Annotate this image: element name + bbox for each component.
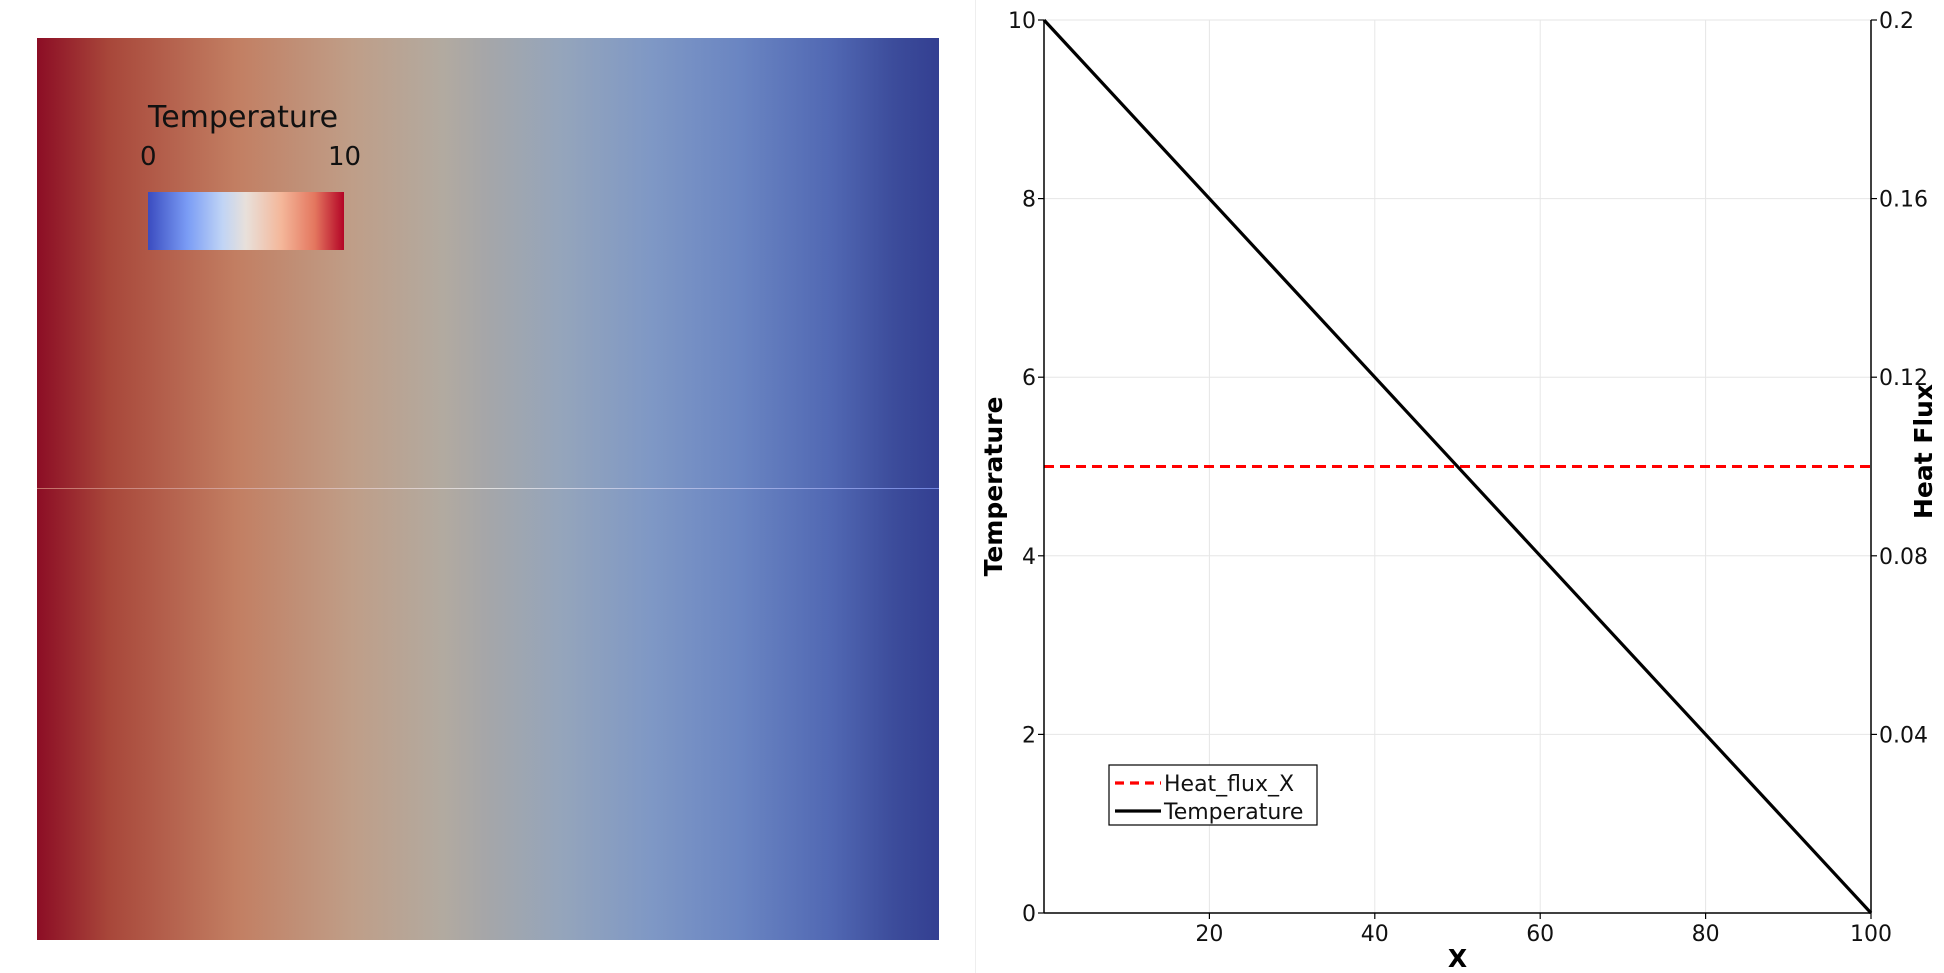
- y2-tick-label: 0.04: [1879, 723, 1928, 748]
- y2-axis-title: Heat Flux: [1909, 384, 1938, 519]
- y2-tick-label: 0.12: [1879, 366, 1928, 391]
- legend-label-temperature: Temperature: [1163, 800, 1303, 825]
- series-line-temperature: [1042, 18, 1873, 915]
- x-tick-label: 60: [1526, 922, 1554, 947]
- scalar-bar-max-label: 10: [328, 142, 362, 172]
- line-chart-view[interactable]: 20 40 60 80 100 0 2 4 6 8 10 0.04 0.08 0.12 0.16 0.2 X …: [976, 0, 1944, 973]
- temperature-field-surface[interactable]: [37, 38, 939, 940]
- x-tick-label: 40: [1361, 922, 1389, 947]
- render-view[interactable]: Temperature 0 10: [0, 0, 970, 973]
- y-tick-label: 10: [1008, 9, 1036, 34]
- x-tick-label: 20: [1195, 922, 1223, 947]
- legend-box: [1108, 764, 1318, 826]
- y-tick-label: 8: [1022, 188, 1036, 213]
- legend-label-heat-flux: Heat_flux_X: [1164, 772, 1294, 797]
- x-tick-label: 80: [1692, 922, 1720, 947]
- y-tick-label: 2: [1022, 723, 1036, 748]
- scalar-bar-min-label: 0: [140, 142, 157, 172]
- y-axis-title: Temperature: [979, 397, 1008, 577]
- axes-layer: 20 40 60 80 100 0 2 4 6 8 10 0.04 0.08 0.12 0.16 0.2: [1008, 9, 1928, 947]
- y-tick-label: 4: [1022, 545, 1036, 570]
- y2-tick-label: 0.08: [1879, 545, 1928, 570]
- view-divider[interactable]: [975, 0, 976, 973]
- y-tick-label: 0: [1022, 902, 1036, 927]
- x-tick-label: 100: [1850, 922, 1892, 947]
- y2-tick-label: 0.16: [1879, 188, 1928, 213]
- series-layer: [1042, 18, 1873, 915]
- mesh-boundary-line: [37, 488, 939, 489]
- chart-legend[interactable]: Heat_flux_X Temperature: [1108, 764, 1318, 826]
- x-axis-title: X: [1448, 944, 1467, 973]
- scalar-bar-title: Temperature: [148, 100, 339, 135]
- scalar-bar-colorbar[interactable]: [148, 192, 344, 250]
- y2-tick-label: 0.2: [1879, 9, 1914, 34]
- y-tick-label: 6: [1022, 366, 1036, 391]
